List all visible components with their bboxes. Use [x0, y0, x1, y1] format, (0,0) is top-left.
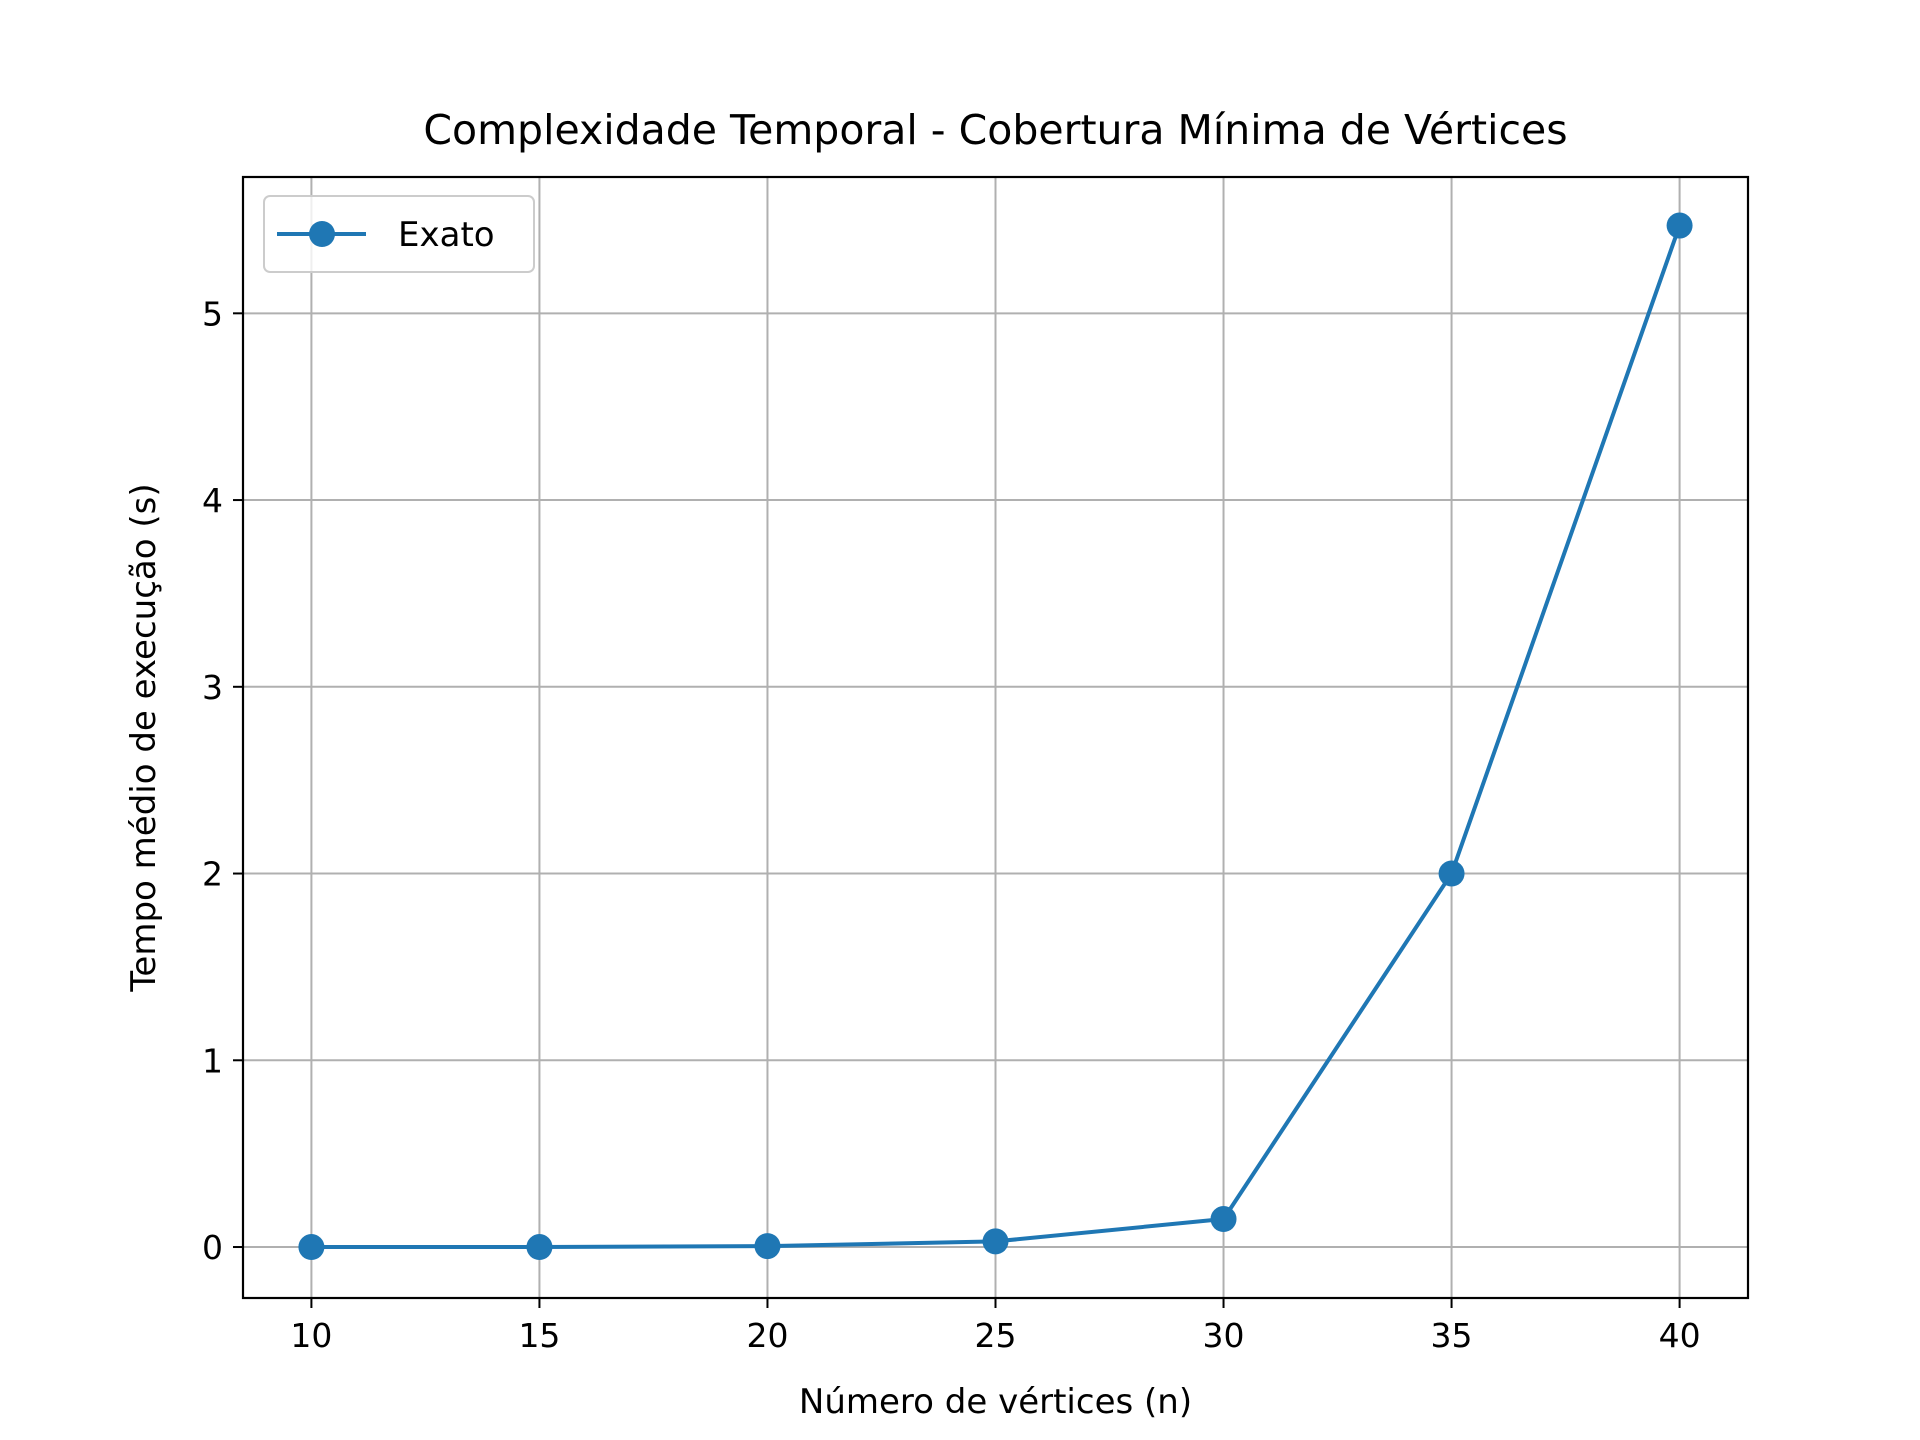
x-tick-label: 40 — [1659, 1316, 1701, 1355]
data-point — [1210, 1206, 1237, 1233]
legend-marker-swatch — [309, 221, 335, 247]
y-tick-label: 4 — [202, 481, 223, 520]
data-point — [298, 1234, 325, 1261]
data-point — [526, 1234, 553, 1261]
data-point — [754, 1233, 781, 1260]
series-layer — [298, 212, 1693, 1261]
axis-ticks: 10 15 20 25 30 35 40 0 1 2 3 4 5 — [202, 294, 1701, 1355]
data-point — [982, 1228, 1009, 1255]
data-point — [1438, 860, 1465, 887]
chart-title: Complexidade Temporal - Cobertura Mínima… — [423, 106, 1567, 154]
legend-entry-label: Exato — [398, 215, 495, 255]
y-tick-label: 1 — [202, 1041, 223, 1080]
y-tick-label: 3 — [202, 668, 223, 707]
data-point — [1666, 212, 1693, 239]
x-tick-label: 35 — [1431, 1316, 1473, 1355]
y-axis-label: Tempo médio de execução (s) — [124, 483, 164, 992]
x-tick-label: 20 — [746, 1316, 788, 1355]
y-tick-label: 2 — [202, 855, 223, 894]
y-tick-label: 0 — [202, 1228, 223, 1267]
legend-box — [263, 195, 535, 273]
x-tick-label: 25 — [975, 1316, 1017, 1355]
x-tick-label: 15 — [518, 1316, 560, 1355]
x-tick-label: 30 — [1203, 1316, 1245, 1355]
legend: Exato — [263, 195, 535, 273]
x-tick-label: 10 — [290, 1316, 332, 1355]
y-tick-label: 5 — [202, 294, 223, 333]
x-axis-label: Número de vértices (n) — [799, 1382, 1192, 1422]
